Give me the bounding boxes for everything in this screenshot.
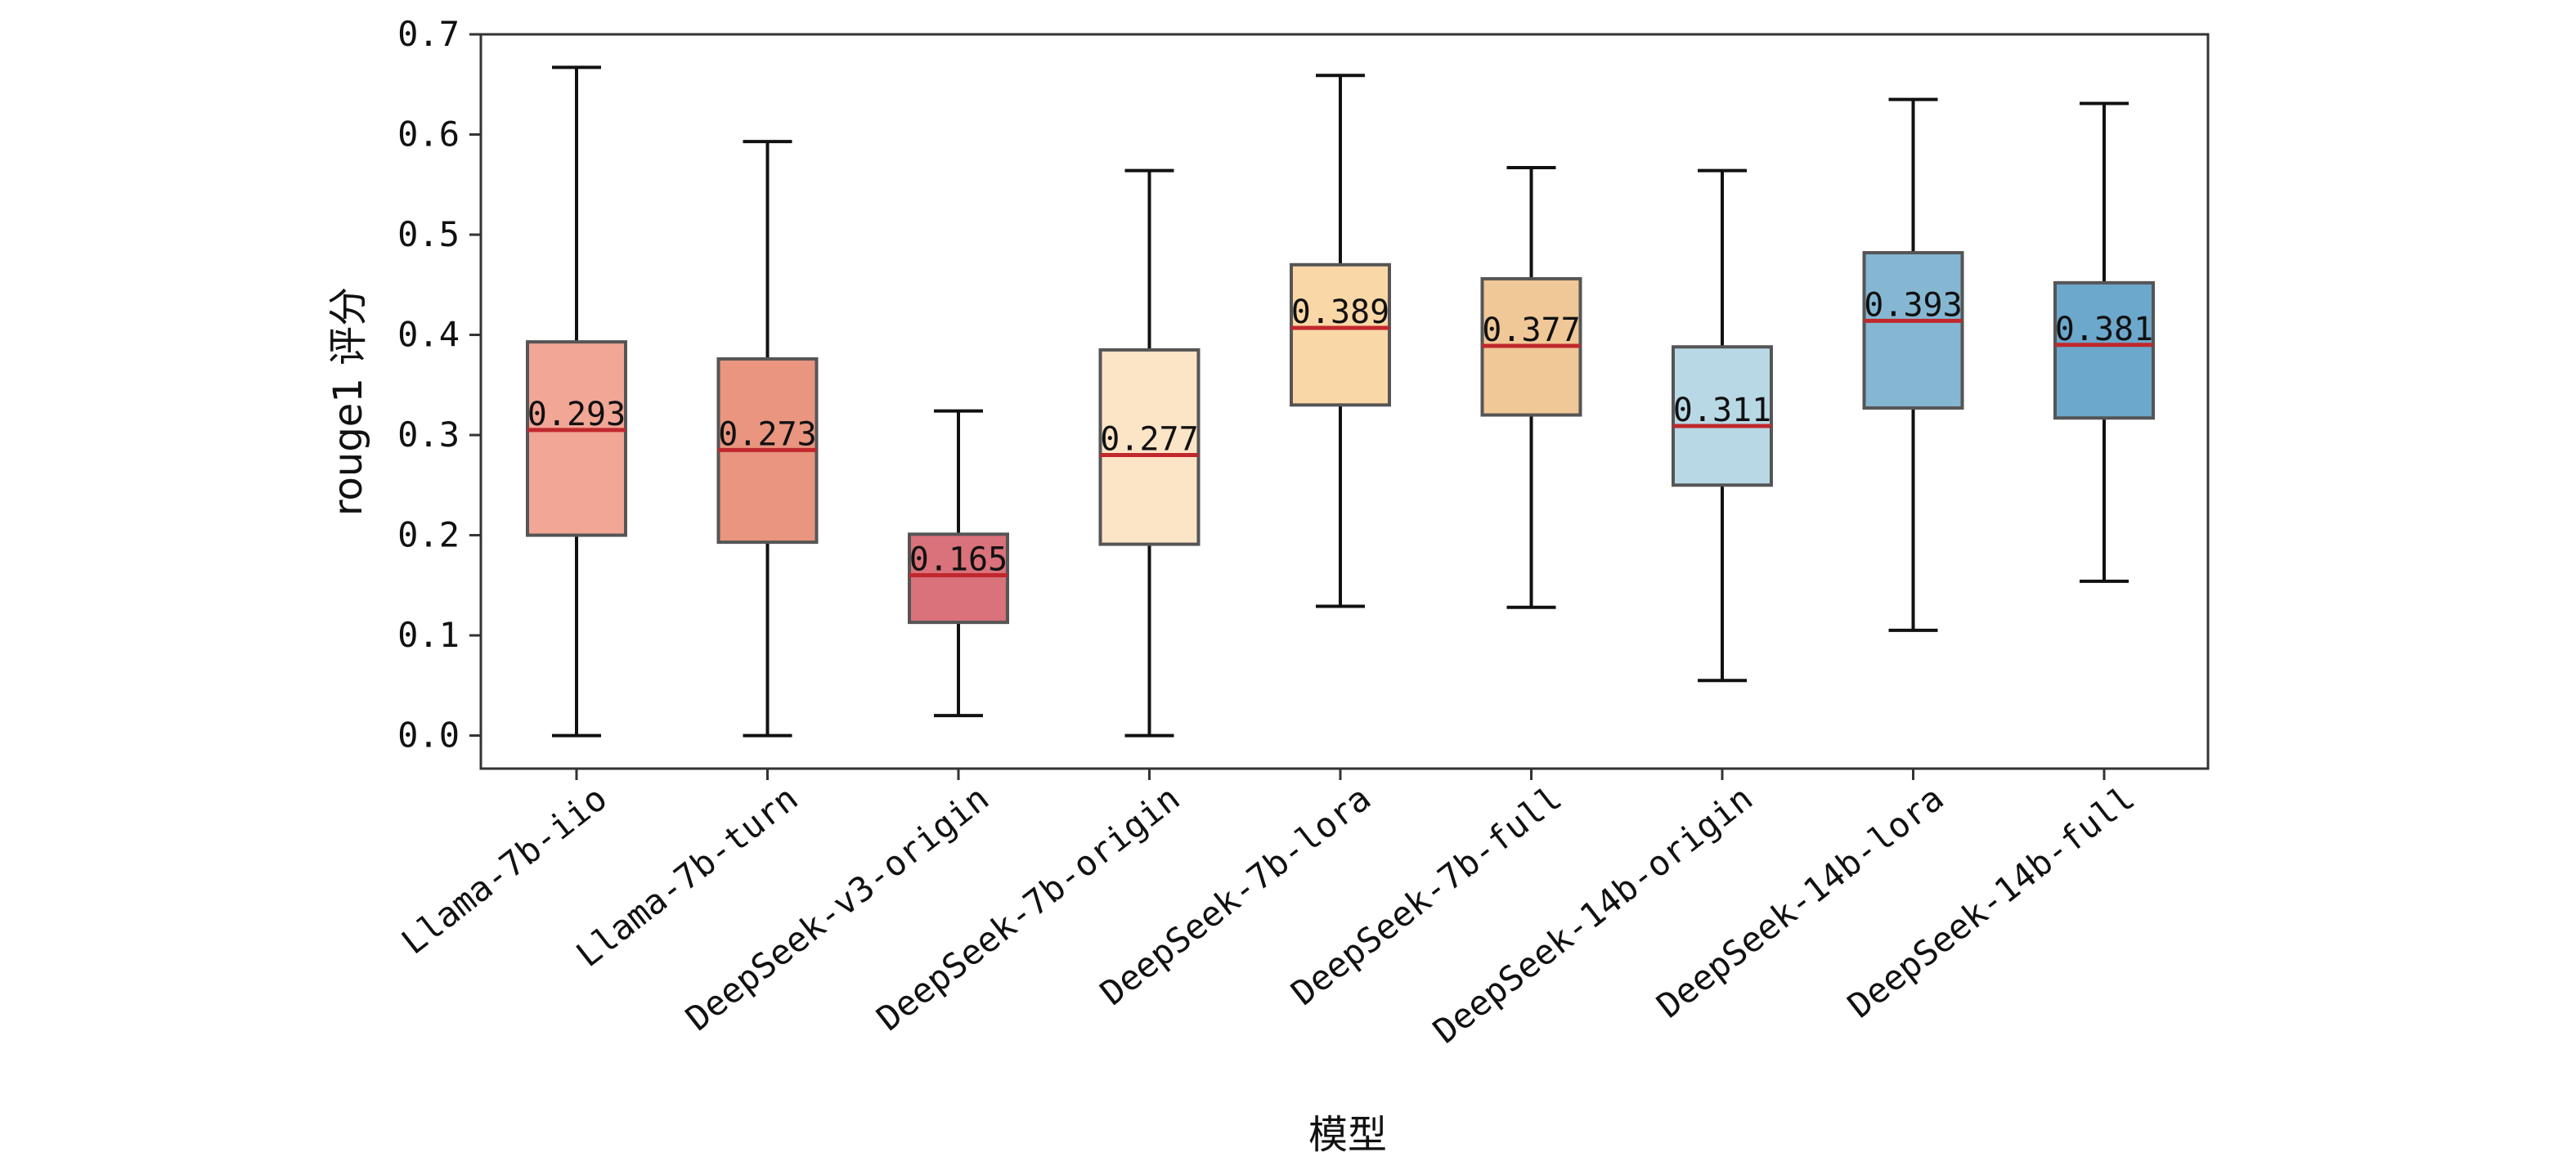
median-value-label: 0.277 <box>1100 421 1198 459</box>
y-tick-label: 0.0 <box>397 715 460 756</box>
median-value-label: 0.165 <box>909 541 1008 579</box>
box-rect <box>1098 348 1200 546</box>
y-tick-label: 0.7 <box>397 14 460 54</box>
box-rect <box>1290 262 1391 407</box>
box-group: 0.277 <box>1098 168 1200 738</box>
y-tick-label: 0.3 <box>397 415 460 455</box>
median-value-label: 0.389 <box>1291 294 1389 331</box>
y-tick-label: 0.4 <box>397 315 460 355</box>
box-rect <box>1862 251 1964 410</box>
box-rect <box>908 532 1009 625</box>
box-group: 0.165 <box>908 409 1009 718</box>
y-axis-title: rouge1 评分 <box>325 287 371 516</box>
box-group: 0.311 <box>1672 168 1773 683</box>
box-rect <box>526 340 627 537</box>
box-group: 0.377 <box>1480 165 1582 609</box>
x-axis-title: 模型 <box>1308 1112 1387 1158</box>
median-value-label: 0.393 <box>1864 286 1962 324</box>
y-tick-label: 0.2 <box>397 515 460 555</box>
plot-frame <box>479 33 2210 770</box>
marks-layer: 0.293 0.273 0.165 0.277 0.389 0.377 0.311 0.393… <box>526 65 2155 738</box>
y-tick-label: 0.5 <box>397 214 460 254</box>
y-tick-label: 0.1 <box>397 615 460 655</box>
median-value-label: 0.311 <box>1673 392 1771 429</box>
median-value-label: 0.381 <box>2055 311 2153 348</box>
box-group: 0.273 <box>716 140 819 738</box>
box-group: 0.293 <box>526 65 627 738</box>
box-rect <box>1672 345 1773 487</box>
median-value-label: 0.273 <box>718 415 816 453</box>
box-group: 0.381 <box>2053 101 2155 583</box>
y-axis: 0.0 0.1 0.2 0.3 0.4 0.5 0.6 0.7 <box>397 14 481 756</box>
box-group: 0.393 <box>1862 97 1964 632</box>
median-value-label: 0.293 <box>527 396 626 433</box>
box-rect <box>2053 280 2155 420</box>
box-group: 0.389 <box>1290 74 1391 608</box>
y-tick-label: 0.6 <box>397 114 460 155</box>
median-value-label: 0.377 <box>1482 312 1580 349</box>
